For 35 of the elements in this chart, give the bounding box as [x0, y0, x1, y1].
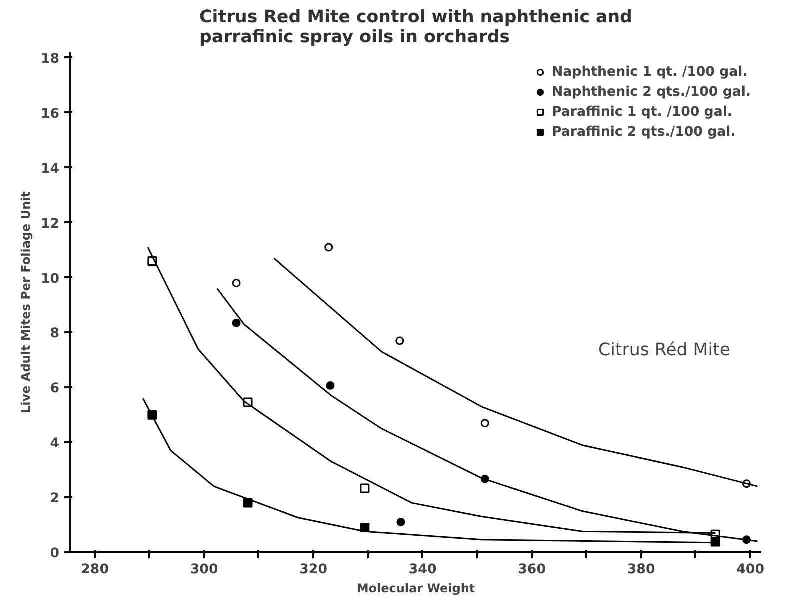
- x-axis-title: Molecular Weight: [356, 582, 476, 596]
- x-tick-label: 320: [300, 562, 328, 578]
- point: [232, 318, 241, 328]
- legend-label: Paraffinic 1 qt. /100 gal.: [552, 104, 732, 120]
- point: [324, 243, 334, 252]
- annotation: Citrus Réd Mite: [598, 340, 731, 360]
- y-axis-title: Live Adult Mites Per Foliage Unit: [18, 191, 33, 414]
- y-tick-label: 14: [40, 162, 60, 177]
- x-tick-label: 300: [190, 562, 218, 578]
- point: [360, 484, 370, 494]
- x-tick-label: 280: [81, 562, 109, 578]
- x-tick-label: 360: [518, 562, 546, 578]
- legend-label: Naphthenic 2 qts./100 gal.: [552, 84, 751, 100]
- line-series: [274, 258, 758, 488]
- point: [710, 537, 720, 547]
- point: [396, 518, 406, 527]
- point: [326, 382, 335, 390]
- x-tick-label: 400: [736, 562, 764, 578]
- point: [396, 336, 404, 346]
- point: [232, 279, 241, 288]
- legend-label: Naphthenic 1 qt. /100 gal.: [552, 64, 748, 80]
- chart-title: Citrus Red Mite control with naphthenic and parrafinic spray oils in orchards: [200, 8, 632, 48]
- y-tick-label: 6: [50, 382, 60, 397]
- y-tick-label: 8: [50, 326, 60, 342]
- y-tick-label: 10: [40, 272, 60, 287]
- y-tick-label: 12: [40, 216, 60, 232]
- y-tick-label: 16: [40, 106, 60, 122]
- x-tick-label: 340: [408, 562, 437, 578]
- y-tick-label: 2: [50, 492, 60, 507]
- x-tick-label: 380: [627, 562, 656, 578]
- point: [480, 419, 490, 428]
- y-tick-label: 18: [40, 52, 60, 67]
- y-tick-label: 4: [50, 436, 60, 452]
- y-tick-label: 0: [50, 546, 60, 562]
- legend-label: Paraffinic 2 qts./100 gal.: [552, 124, 736, 140]
